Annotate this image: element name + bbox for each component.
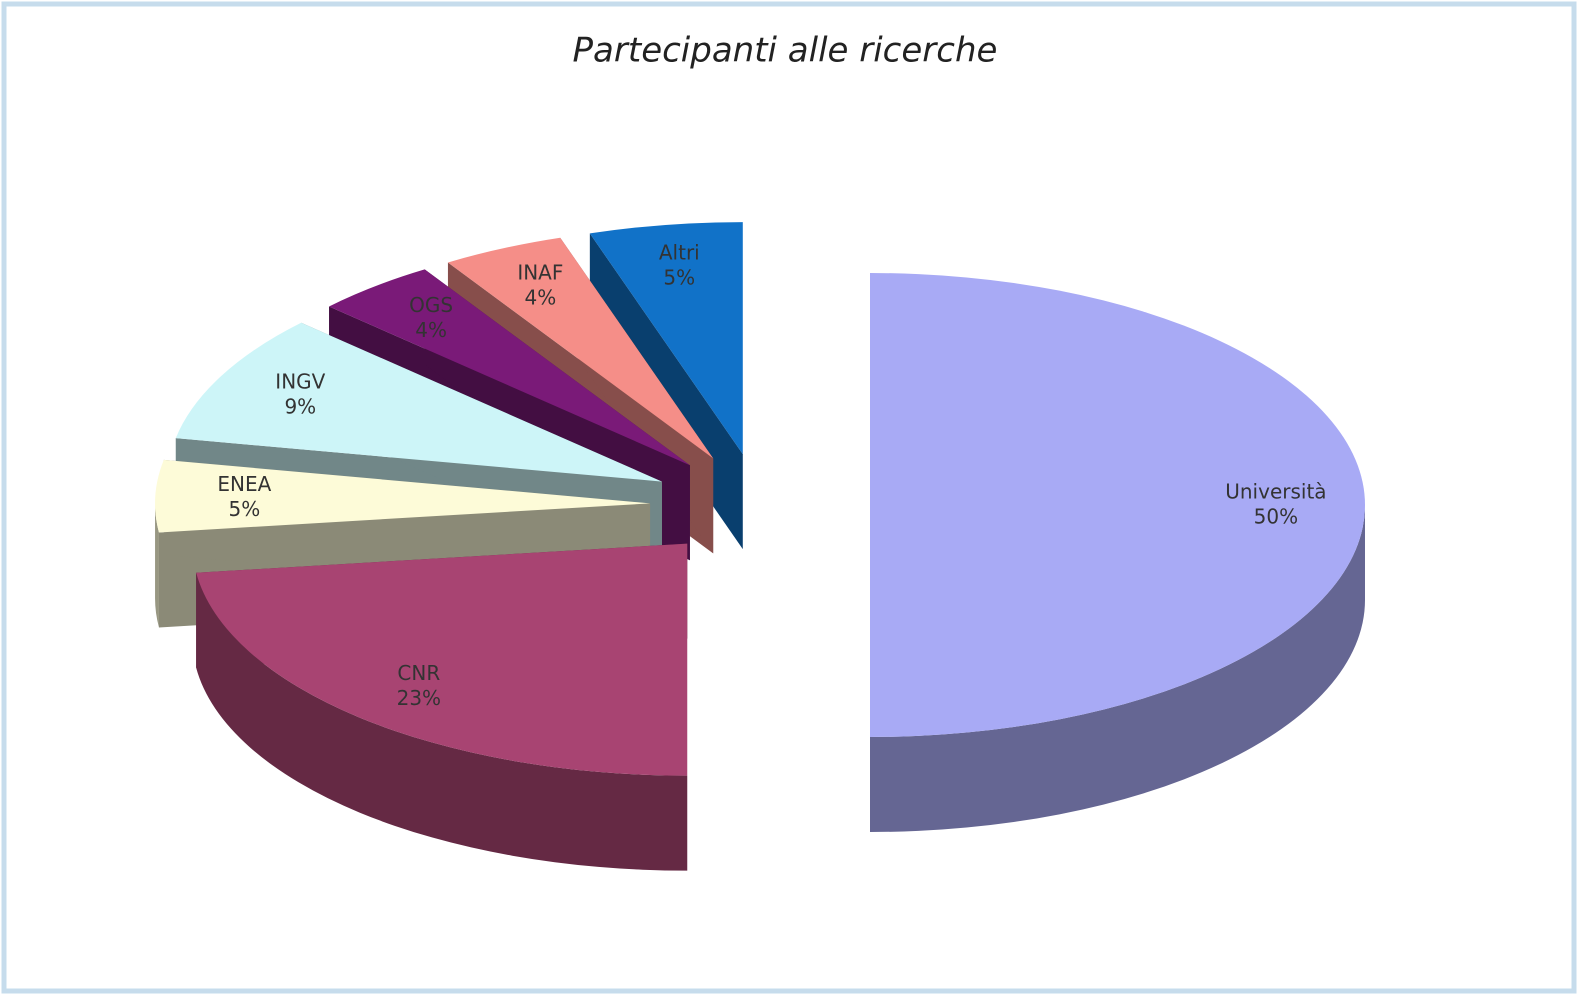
slice-group [870,273,1365,832]
slice-wall [196,572,688,871]
slice [155,459,651,533]
slice [196,543,688,776]
slice-label: INGV [275,370,325,394]
slice-value-label: 5% [228,497,260,521]
slice-value-label: 50% [1254,505,1298,529]
slice [589,222,743,455]
slice-label: Altri [659,241,700,265]
pie: Altri5%INAF4%OGS4%INGV9%ENEA5%Università… [155,222,1365,871]
slice-wall [870,505,1365,832]
slice-value-label: 4% [415,318,447,342]
slice [870,273,1365,737]
chart-title: Partecipanti alle ricerche [573,31,998,71]
slice-group [196,543,688,871]
slice-label: CNR [397,661,440,685]
slice-wall [155,503,159,628]
slice-value-label: 23% [397,686,441,710]
slice-value-label: 5% [663,266,695,290]
slice-label: Università [1225,480,1326,504]
slice [447,237,714,459]
slice-label: ENEA [217,472,271,496]
slice [329,269,690,466]
slice-value-label: 4% [524,286,556,310]
slice [175,322,662,482]
slice-label: OGS [409,293,453,317]
slice-label: INAF [517,261,563,285]
slice-value-label: 9% [284,395,316,419]
